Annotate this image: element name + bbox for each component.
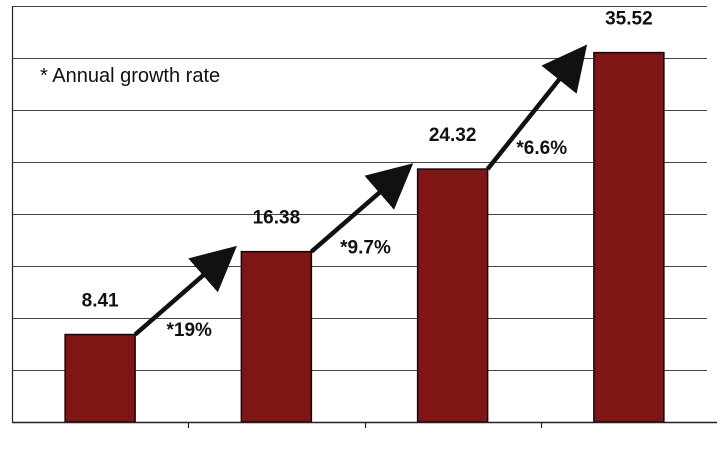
growth-arrow	[309, 163, 414, 254]
bar-value-label: 35.52	[605, 9, 653, 30]
bar	[593, 51, 665, 423]
growth-rate-label: *19%	[167, 320, 213, 341]
annotation-note: * Annual growth rate	[40, 65, 220, 87]
bar-value-label: 16.38	[253, 208, 301, 229]
bar-value-label: 24.32	[429, 125, 477, 146]
axes	[11, 6, 717, 428]
gridlines	[12, 6, 707, 371]
bars	[64, 51, 665, 423]
bar-value-label: 8.41	[82, 291, 119, 312]
growth-rate-label: *6.6%	[516, 138, 567, 159]
data-labels: 8.41 16.38 24.32 35.52 *19% *9.7% *6.6%	[82, 9, 653, 342]
bar	[416, 168, 489, 423]
growth-arrow	[485, 44, 588, 171]
bar	[64, 333, 136, 423]
bar	[240, 250, 313, 423]
growth-arrow	[133, 245, 237, 337]
growth-rate-label: *9.7%	[340, 237, 391, 258]
growth-arrows	[133, 44, 588, 337]
